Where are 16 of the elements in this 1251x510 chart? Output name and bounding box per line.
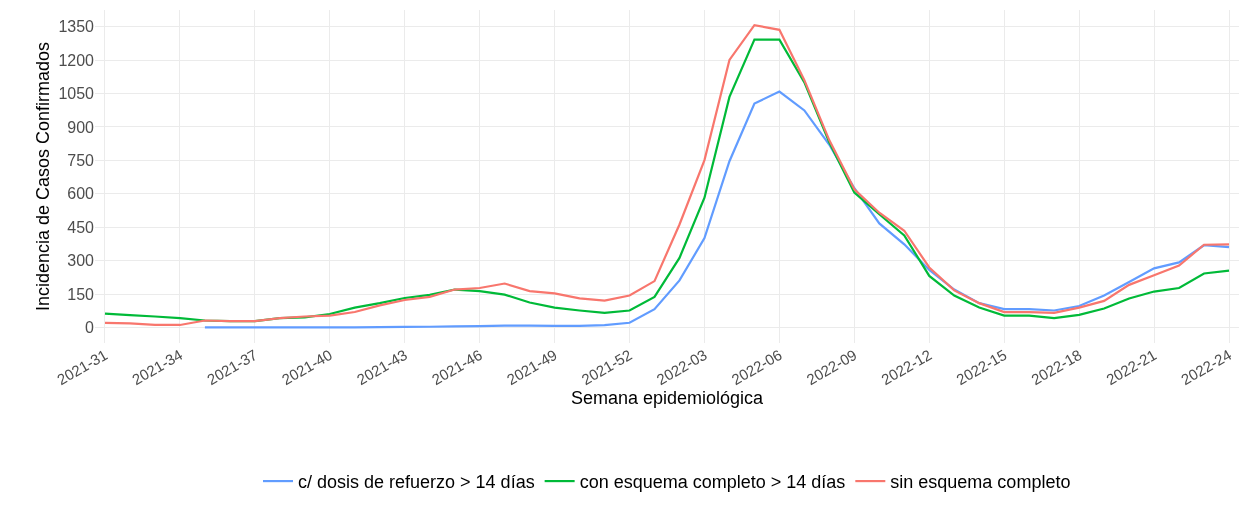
x-axis-title: Semana epidemiológica <box>570 388 765 409</box>
y-tick-label: 900 <box>67 118 95 136</box>
y-tick-label: 1200 <box>58 51 95 69</box>
y-tick-label: 450 <box>67 218 95 236</box>
y-tick-label: 1050 <box>58 85 95 103</box>
legend-label: c/ dosis de refuerzo > 14 días <box>298 472 535 493</box>
legend-label: sin esquema completo <box>890 472 1071 493</box>
y-tick-label: 1350 <box>58 18 95 36</box>
y-tick-label: 150 <box>67 285 95 303</box>
line-series <box>203 90 1231 329</box>
y-tick-label: 300 <box>67 252 95 270</box>
legend-label: con esquema completo > 14 días <box>579 472 846 493</box>
y-tick-label: 750 <box>67 151 95 169</box>
y-axis-title: Incidencia de Casos Confirmados <box>33 41 53 312</box>
y-tick-label: 0 <box>85 319 95 337</box>
y-tick-label: 600 <box>67 185 95 203</box>
